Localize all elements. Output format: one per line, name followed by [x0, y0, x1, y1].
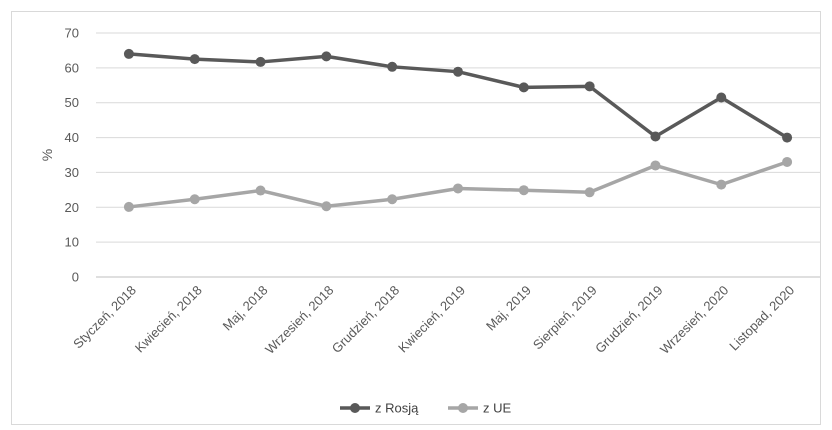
data-point: [518, 82, 529, 93]
gridlines: [96, 32, 820, 278]
x-tick-label: Maj, 2019: [483, 283, 534, 334]
data-point: [584, 81, 595, 92]
x-tick-label: Wrzesień, 2018: [262, 283, 336, 357]
data-point: [716, 179, 727, 190]
legend-label: z UE: [483, 401, 512, 416]
legend-item: z UE: [448, 401, 512, 416]
y-tick-label: 0: [72, 270, 79, 285]
data-point: [584, 187, 595, 198]
y-tick-label: 50: [65, 95, 79, 110]
x-tick-label: Listopad, 2020: [726, 283, 797, 354]
series-2: [123, 156, 793, 212]
data-point: [255, 56, 266, 67]
y-tick-label: 20: [65, 200, 79, 215]
legend-item: z Rosją: [340, 401, 419, 416]
data-point: [650, 160, 661, 171]
data-point: [453, 183, 463, 194]
data-point: [321, 51, 332, 62]
y-tick-label: 30: [65, 165, 79, 180]
y-tick-label: 60: [65, 60, 79, 75]
x-tick-label: Kwiecień, 2019: [395, 283, 468, 356]
y-axis-title: %: [39, 149, 55, 161]
series-1: [123, 48, 793, 143]
data-point: [716, 92, 727, 103]
y-axis-ticks: 0 10 20 30 40 50 60 70: [65, 26, 79, 285]
y-tick-label: 10: [65, 235, 79, 250]
legend-swatch-marker: [458, 403, 468, 413]
x-tick-label: Grudzień, 2018: [329, 283, 402, 356]
x-tick-label: Sierpień, 2019: [530, 283, 600, 353]
data-point: [123, 48, 134, 59]
data-point: [518, 185, 529, 196]
x-tick-label: Maj, 2018: [220, 283, 271, 334]
series-line: [128, 52, 789, 140]
legend-label: z Rosją: [375, 401, 419, 416]
x-tick-label: Kwiecień, 2018: [132, 283, 205, 356]
legend-swatch-marker: [350, 403, 360, 413]
x-tick-label: Styczeń, 2018: [70, 283, 139, 352]
data-point: [453, 66, 463, 77]
series: [123, 48, 793, 212]
x-tick-label: Grudzień, 2019: [592, 283, 665, 356]
x-tick-label: Wrzesień, 2020: [657, 283, 731, 357]
data-point: [123, 201, 134, 212]
data-point: [321, 201, 332, 212]
data-point: [255, 185, 266, 196]
chart-frame: [11, 11, 821, 425]
legend: z Rosją z UE: [340, 401, 512, 416]
data-point: [782, 156, 793, 167]
data-point: [189, 194, 200, 205]
data-point: [387, 194, 398, 205]
data-point: [782, 132, 793, 143]
data-point: [650, 131, 661, 142]
y-tick-label: 70: [65, 26, 79, 41]
data-point: [189, 54, 200, 65]
y-tick-label: 40: [65, 130, 79, 145]
data-point: [387, 61, 398, 72]
